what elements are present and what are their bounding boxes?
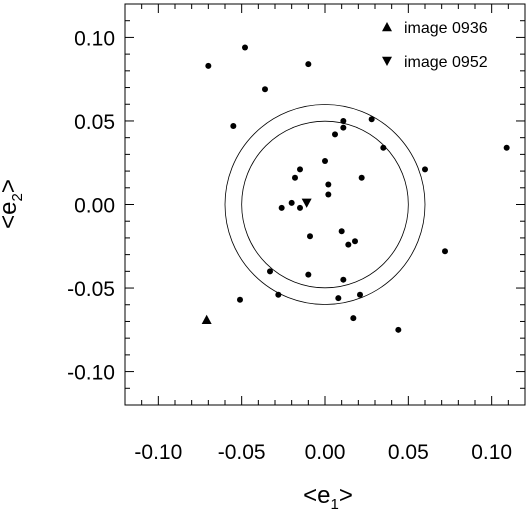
data-point <box>338 228 345 235</box>
data-point <box>305 271 312 278</box>
tick-labels: -0.10 -0.05 0.00 0.05 0.10 -0.10 -0.05 0.00 0.05… <box>67 27 512 464</box>
data-point <box>340 124 347 131</box>
data-point <box>205 62 212 69</box>
image-0936-point <box>201 314 212 325</box>
data-point <box>357 291 363 298</box>
data-point <box>237 296 243 303</box>
x-tick-label: 0.00 <box>305 441 346 464</box>
y-tick-label: -0.05 <box>67 278 115 301</box>
x-tick-label: -0.05 <box>218 441 266 464</box>
x-tick-label: -0.10 <box>134 441 182 464</box>
data-point <box>335 295 342 302</box>
data-point <box>340 276 347 283</box>
data-point <box>325 191 332 198</box>
data-point <box>262 86 268 93</box>
data-point <box>422 166 428 173</box>
legend: image 0936 image 0952 <box>382 20 488 71</box>
data-point <box>442 248 448 255</box>
legend-triangle-down-icon <box>382 56 392 66</box>
legend-triangle-up-icon <box>382 22 392 32</box>
reference-circles <box>224 104 426 305</box>
plot-frame <box>124 3 526 406</box>
x-tick-label: 0.10 <box>471 441 512 464</box>
data-point <box>380 144 387 151</box>
data-point <box>297 204 303 211</box>
y-tick-label: -0.10 <box>67 362 115 385</box>
data-point <box>242 44 248 51</box>
data-point <box>358 174 365 181</box>
data-point <box>275 291 282 298</box>
data-point <box>340 117 347 124</box>
data-point <box>230 122 237 129</box>
data-point <box>325 181 332 188</box>
legend-label: image 0936 <box>404 20 488 37</box>
data-point <box>368 116 375 123</box>
data-point <box>345 241 352 248</box>
data-point <box>395 326 402 333</box>
y-axis-label: <e2> <box>0 179 26 229</box>
data-point <box>305 61 312 68</box>
data-point <box>297 166 303 173</box>
legend-label: image 0952 <box>404 54 488 71</box>
image-0952-point <box>301 198 312 208</box>
y-tick-label: 0.05 <box>74 111 115 134</box>
highlight-points <box>201 198 312 325</box>
data-point <box>307 233 313 240</box>
data-point <box>292 174 298 181</box>
axis-ticks <box>125 4 525 405</box>
data-point <box>288 199 295 206</box>
data-point <box>278 204 285 211</box>
y-tick-label: 0.00 <box>74 195 115 218</box>
reference-circle <box>241 120 409 289</box>
data-point <box>267 268 273 275</box>
x-axis-label: <e1> <box>303 482 353 510</box>
data-point <box>503 144 510 151</box>
x-tick-label: 0.05 <box>388 441 429 464</box>
data-points <box>205 44 510 333</box>
data-point <box>352 238 358 245</box>
data-point <box>322 158 328 165</box>
data-point <box>332 131 338 138</box>
data-point <box>350 315 357 322</box>
reference-circle <box>224 104 426 305</box>
y-tick-label: 0.10 <box>74 27 115 50</box>
